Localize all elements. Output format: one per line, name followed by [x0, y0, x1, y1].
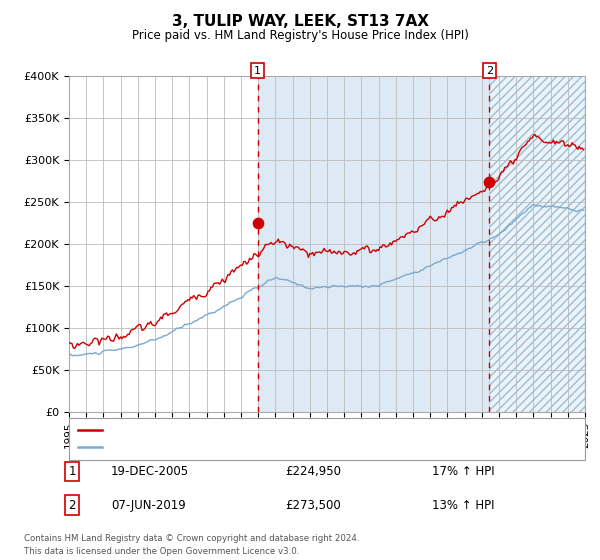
- Text: £273,500: £273,500: [285, 498, 341, 512]
- Bar: [490, 76, 585, 412]
- Text: 3, TULIP WAY, LEEK, ST13 7AX: 3, TULIP WAY, LEEK, ST13 7AX: [172, 14, 428, 29]
- Point: [485, 178, 494, 186]
- Text: 19-DEC-2005: 19-DEC-2005: [111, 465, 189, 478]
- Bar: [490, 76, 585, 412]
- Text: 13% ↑ HPI: 13% ↑ HPI: [432, 498, 494, 512]
- Text: 1: 1: [68, 465, 76, 478]
- Text: 2: 2: [486, 66, 493, 76]
- Text: 3, TULIP WAY, LEEK, ST13 7AX (detached house): 3, TULIP WAY, LEEK, ST13 7AX (detached h…: [108, 424, 372, 435]
- Text: 2: 2: [68, 498, 76, 512]
- Text: This data is licensed under the Open Government Licence v3.0.: This data is licensed under the Open Gov…: [24, 547, 299, 556]
- Text: Price paid vs. HM Land Registry's House Price Index (HPI): Price paid vs. HM Land Registry's House …: [131, 29, 469, 42]
- Text: 07-JUN-2019: 07-JUN-2019: [111, 498, 186, 512]
- Text: 1: 1: [254, 66, 261, 76]
- Bar: [257, 76, 490, 412]
- Text: £224,950: £224,950: [285, 465, 341, 478]
- Text: 17% ↑ HPI: 17% ↑ HPI: [432, 465, 494, 478]
- Text: Contains HM Land Registry data © Crown copyright and database right 2024.: Contains HM Land Registry data © Crown c…: [24, 534, 359, 543]
- Text: HPI: Average price, detached house, Staffordshire Moorlands: HPI: Average price, detached house, Staf…: [108, 442, 441, 452]
- Point: [253, 218, 262, 227]
